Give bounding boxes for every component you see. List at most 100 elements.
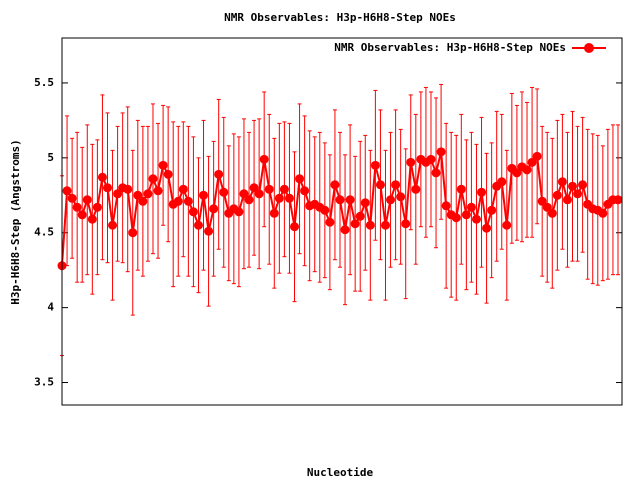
data-point [355,211,365,221]
data-point [183,196,193,206]
data-point [345,195,355,205]
y-tick-label: 4 [47,301,54,314]
data-point [254,189,264,199]
data-point [123,184,133,194]
data-point [279,184,289,194]
y-tick-label: 5 [47,151,54,164]
data-point [269,208,279,218]
plot-frame [61,37,623,406]
data-point [188,207,198,217]
data-point [67,193,77,203]
data-point [284,193,294,203]
data-point [401,219,411,229]
data-point [77,210,87,220]
chart-title: NMR Observables: H3p-H6H8-Step NOEs [224,11,456,24]
legend-label: NMR Observables: H3p-H6H8-Step NOEs [334,41,566,54]
data-point [573,189,583,199]
data-point [290,222,300,232]
data-point [244,195,254,205]
data-point [335,195,345,205]
data-point [239,189,249,199]
data-point [163,169,173,179]
data-point [426,154,436,164]
data-point [512,168,522,178]
data-point [249,183,259,193]
data-point [451,213,461,223]
data-point [386,195,396,205]
data-point [102,183,112,193]
y-tick-label: 5.5 [34,76,54,89]
data-point [578,180,588,190]
data-point [557,177,567,187]
data-point [370,160,380,170]
data-point [87,214,97,224]
data-point [431,168,441,178]
y-tick-label: 4.5 [34,226,54,239]
data-point [613,195,623,205]
data-point [178,184,188,194]
data-point [477,187,487,197]
data-point [204,226,214,236]
data-point [365,220,375,230]
data-point [466,202,476,212]
data-point [391,180,401,190]
x-axis-label: Nucleotide [307,466,374,479]
data-point [113,189,123,199]
data-point [320,205,330,215]
data-point [380,220,390,230]
data-point [214,169,224,179]
data-point [542,202,552,212]
data-point [537,196,547,206]
data-point [219,187,229,197]
data-point [482,223,492,233]
data-point [72,202,82,212]
data-point [471,214,481,224]
data-point [527,157,537,167]
data-point [153,186,163,196]
data-point [209,204,219,214]
data-point [173,196,183,206]
data-point [143,189,153,199]
data-point [325,217,335,227]
data-point [360,198,370,208]
data-point [396,192,406,202]
data-point [568,181,578,191]
data-point [62,186,72,196]
data-point [502,220,512,230]
data-point [259,154,269,164]
data-point [456,184,466,194]
legend-marker [584,43,594,53]
data-point [411,184,421,194]
data-point [199,190,209,200]
y-axis-label: H3p-H6H8-Step (Angstroms) [9,139,22,305]
data-point [300,186,310,196]
data-point [330,180,340,190]
data-point [108,220,118,230]
data-point [522,165,532,175]
data-point [92,202,102,212]
data-point [234,207,244,217]
data-point [340,225,350,235]
data-point [436,147,446,157]
y-tick-label: 3.5 [34,376,54,389]
data-point [97,172,107,182]
data-point [128,228,138,238]
data-point [295,174,305,184]
data-point [158,160,168,170]
data-point [148,174,158,184]
data-point [441,201,451,211]
data-point [562,195,572,205]
data-point [193,220,203,230]
data-point [547,208,557,218]
data-point [497,177,507,187]
data-point [274,193,284,203]
data-point [350,219,360,229]
data-point [532,151,542,161]
data-point [375,180,385,190]
data-point [133,190,143,200]
data-point [82,195,92,205]
data-point [487,205,497,215]
data-point [406,157,416,167]
data-point [461,210,471,220]
